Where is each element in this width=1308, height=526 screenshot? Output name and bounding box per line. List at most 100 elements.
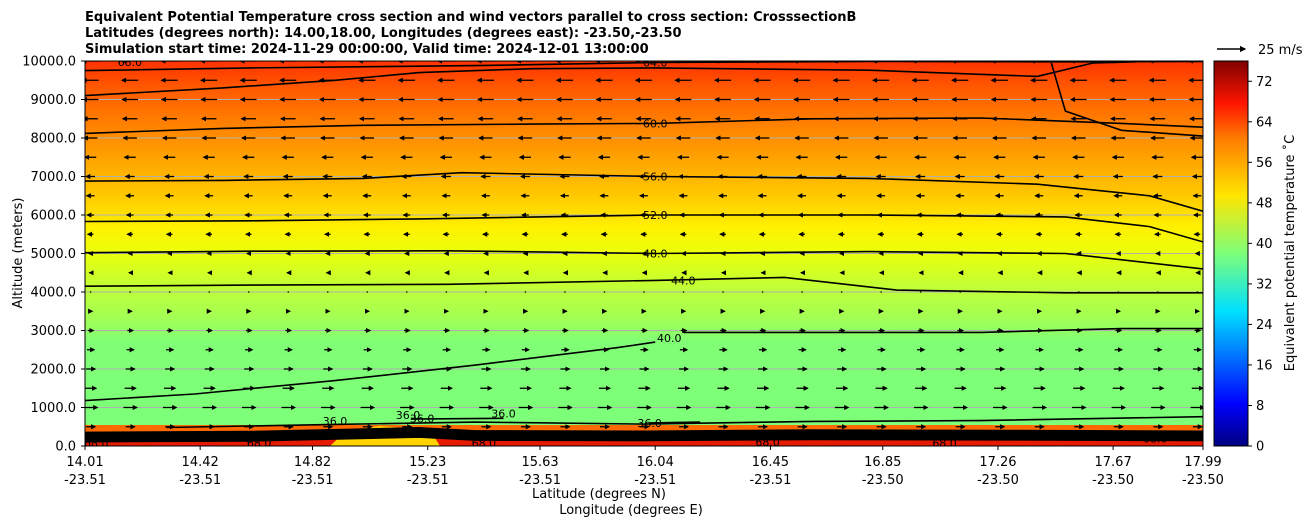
x-tick-label-lat: 15.23 [409,455,446,470]
contour-label: 36.0 [491,407,516,420]
x-tick-label-lat: 17.26 [979,455,1016,470]
surface-contour-line [85,430,1203,438]
contour-line [85,276,1203,294]
contour-label: 64.0 [643,57,668,70]
contour-label: 68.0 [247,437,272,450]
x-tick-label-lon: -23.51 [634,473,676,488]
colorbar-label: Equivalent potential temperature ˚C [1282,135,1298,371]
x-tick-label-lon: -23.51 [292,473,334,488]
x-tick-label-lon: -23.50 [1182,473,1224,488]
colorbar-tick-label: 56 [1256,156,1273,171]
x-tick-label-lat: 14.82 [294,455,331,470]
colorbar-tick-label: 0 [1256,440,1264,455]
x-tick-label-lon: -23.50 [977,473,1019,488]
y-axis-label: Altitude (meters) [11,198,26,309]
surface-contour-line [85,435,1203,443]
y-tick-label: 4000.0 [31,286,77,301]
wind-vector-dot [761,291,764,293]
chart-title-line-3: Simulation start time: 2024-11-29 00:00:… [85,42,649,57]
wind-vector-dot [840,291,843,293]
colorbar-tick-label: 32 [1256,277,1273,292]
wind-vector-dot [168,291,171,293]
x-axis-label-longitude: Longitude (degrees E) [559,503,703,518]
colorbar-tick-label: 48 [1256,196,1273,211]
wind-vector-dot [603,291,606,293]
x-tick-label-lat: 14.01 [66,455,103,470]
wind-vector-dot [1196,291,1199,293]
contour-line [410,417,504,420]
surface-contour-line [85,433,1203,441]
y-tick-label: 7000.0 [31,170,77,185]
contour-label: 40.0 [657,332,682,345]
surface-contour-line [85,426,1203,434]
contour-label: 68.0 [118,56,143,69]
colorbar [1213,60,1249,447]
wind-vector-dot [129,291,131,293]
x-tick-label-lat: 16.45 [752,455,789,470]
y-tick-label: 6000.0 [31,209,77,224]
contour-label: 68.0 [1143,432,1168,445]
x-tick-label-lon: -23.51 [407,473,449,488]
colorbar-tick-label: 40 [1256,237,1273,252]
wind-vector-dot [287,291,290,293]
wind-vector-dot [1117,291,1120,293]
wind-vector-dot [366,291,369,293]
wind-vector-dot [1078,291,1080,293]
contour-labels: 64.060.056.052.048.044.040.036.0 36.036.0… [84,56,1168,450]
wind-vector-dot [998,291,1001,293]
contour-line [85,117,1203,135]
colorbar-tick-label: 8 [1256,399,1264,414]
x-tick-label-lon: -23.51 [64,473,106,488]
contour-label: 36.0 [637,417,662,430]
x-tick-label-lon: -23.51 [519,473,561,488]
contour-label: 56.0 [643,171,668,184]
x-tick-label-lon: -23.51 [179,473,221,488]
wind-vector-dot [208,291,210,293]
contour-label: 68.0 [472,437,497,450]
x-tick-label-lat: 14.42 [182,455,219,470]
contour-line [85,341,656,402]
contour-line [85,61,1203,72]
contour-line [166,415,1203,429]
wind-vector-dot [406,291,408,293]
contour-line [683,327,1203,334]
wind-vector-dot [643,291,645,293]
x-tick-label-lon: -23.50 [1092,473,1134,488]
contour-label: 68.0 [932,437,957,450]
x-tick-label-lon: -23.50 [862,473,904,488]
colorbar-tick-label: 24 [1256,318,1273,333]
wind-vector-dot [326,291,329,293]
contour-label: 60.0 [643,117,668,130]
wind-vector-dot [247,291,250,293]
y-axis-ticks: 0.0 1000.0 2000.0 3000.0 4000.0 5000.0 6000.0 7… [22,55,85,455]
y-tick-label: 8000.0 [31,132,77,147]
contour-line [649,421,701,424]
contour-label: 68.0 [755,436,780,449]
y-tick-label: 1000.0 [31,401,77,416]
wind-vectors [85,61,1203,430]
wind-vector-dot [445,291,448,293]
x-axis-ticks: 14.01 -23.51 14.42 -23.51 14.82 -23.51 15.23 -2… [64,446,1224,488]
colorbar-tick-label: 72 [1256,75,1273,90]
contour-label: 36.0 [323,415,348,428]
colorbar-tick-label: 16 [1256,358,1273,373]
colorbar-ticks: 0 8 16 24 32 40 48 56 64 72 [1248,75,1273,455]
x-tick-label-lon: -23.51 [749,473,791,488]
chart-title-line-1: Equivalent Potential Temperature cross s… [85,10,856,25]
x-axis-label-latitude: Latitude (degrees N) [532,487,666,502]
contour-label: 44.0 [671,274,696,287]
x-tick-label-lat: 16.04 [637,455,674,470]
y-tick-label: 5000.0 [31,247,77,262]
x-tick-label-lat: 17.67 [1095,455,1132,470]
contour-line [1050,62,1203,137]
wind-vector-dot [89,291,92,293]
surface-contour-line [85,428,1203,436]
wind-vector-dot [919,291,922,293]
quiver-key-label: 25 m/s [1258,43,1303,58]
contour-label: 68.0 [84,437,109,450]
wind-vector-dot [485,291,487,293]
y-tick-label: 2000.0 [31,363,77,378]
wind-vector-dot [682,291,685,293]
wind-vector-dot [959,291,962,293]
